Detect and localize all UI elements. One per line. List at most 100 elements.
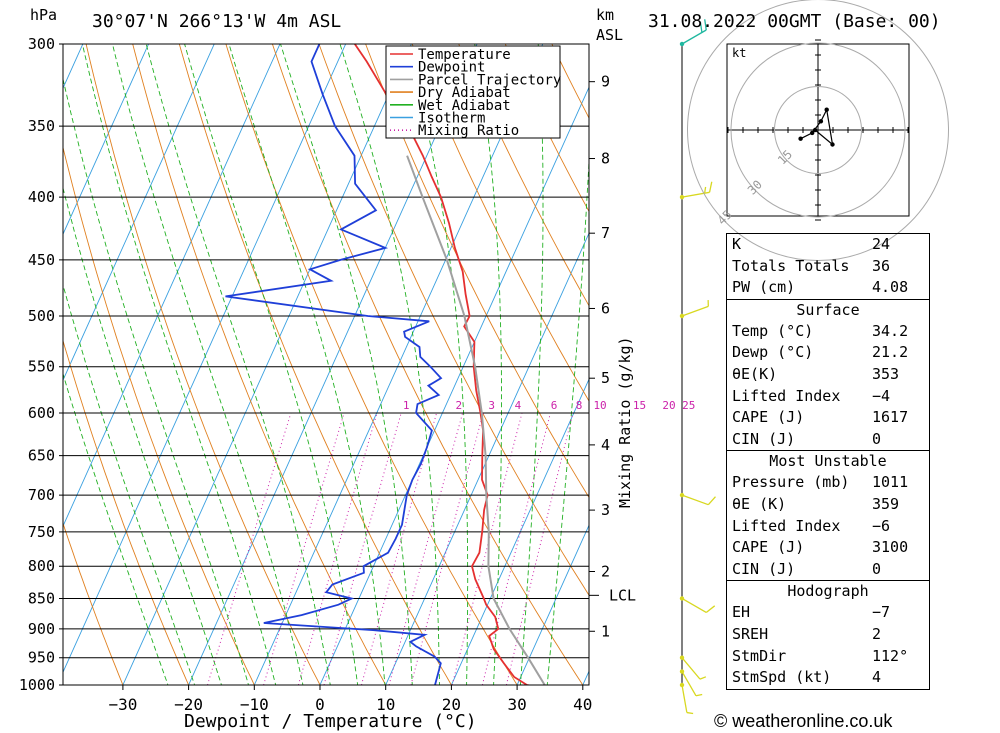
index-row: θE (K) 359	[727, 494, 929, 516]
hodograph-point	[818, 119, 824, 124]
pressure-tick-label: 1000	[19, 676, 55, 694]
index-value: 4	[872, 668, 882, 687]
index-label: CIN (J)	[732, 429, 796, 448]
wet-adiabat-line	[145, 44, 331, 685]
index-row: CIN (J) 0	[727, 559, 929, 581]
index-row: Lifted Index −4	[727, 386, 929, 408]
copyright: © weatheronline.co.uk	[714, 711, 893, 731]
parcel-trajectory-line	[406, 155, 546, 685]
wind-barb	[679, 19, 707, 47]
dry-adiabat-line	[85, 44, 321, 685]
mixing-ratio-label: 1	[403, 399, 410, 412]
index-row: θE(K) 353	[727, 364, 929, 386]
index-row: Pressure (mb) 1011	[727, 472, 929, 494]
index-label: PW (cm)	[732, 278, 796, 297]
temperature-line	[354, 44, 533, 685]
index-label: Dewp (°C)	[732, 343, 814, 362]
lcl-label: LCL	[609, 586, 636, 604]
index-label: Lifted Index	[732, 386, 841, 405]
dry-adiabat-line	[271, 44, 584, 685]
index-label: CAPE (J)	[732, 408, 805, 427]
index-label: SREH	[732, 624, 769, 643]
wet-adiabat-line	[63, 77, 249, 685]
wet-adiabat-line	[228, 44, 386, 685]
index-value: 2	[872, 624, 882, 643]
hodograph-title: Hodograph	[787, 582, 869, 601]
wet-adiabat-line	[519, 44, 544, 685]
dry-adiabat-line	[63, 339, 190, 685]
index-row: StmDir 112°	[727, 646, 929, 668]
x-tick-label: 20	[442, 695, 461, 714]
wind-barb	[679, 300, 709, 319]
wet-adiabat-line	[474, 44, 502, 685]
index-row: K 24	[727, 234, 929, 256]
legend-label: Parcel Trajectory	[418, 72, 561, 88]
wind-barb	[679, 492, 716, 506]
pressure-tick-label: 450	[28, 251, 55, 269]
index-label: θE(K)	[732, 364, 778, 383]
index-label: Lifted Index	[732, 516, 841, 535]
x-tick-label: 0	[315, 695, 325, 714]
index-row: CAPE (J) 3100	[727, 537, 929, 559]
index-row: CAPE (J) 1617	[727, 407, 929, 429]
mixing-ratio-label: 25	[682, 399, 695, 412]
mixing-ratio-line	[263, 412, 345, 685]
km-tick-label: 5	[601, 369, 610, 387]
pressure-tick-label: 550	[28, 358, 55, 376]
mixing-ratio-label: 15	[633, 399, 646, 412]
dry-adiabat-line	[63, 522, 124, 685]
hodograph-unit-label: kt	[732, 46, 746, 60]
wet-adiabat-line	[546, 152, 589, 685]
wet-adiabat-line	[63, 372, 169, 685]
index-row: Temp (°C) 34.2	[727, 321, 929, 343]
index-label: CIN (J)	[732, 559, 796, 578]
wind-barb	[679, 655, 707, 680]
index-value: 24	[872, 235, 891, 253]
km-tick-label: 2	[601, 562, 610, 580]
index-label: Pressure (mb)	[732, 473, 850, 492]
dry-adiabat-line	[504, 44, 589, 213]
index-value: −7	[872, 603, 891, 622]
dry-adiabat-line	[178, 44, 452, 685]
pressure-tick-label: 750	[28, 523, 55, 541]
isotherm-line	[385, 232, 589, 685]
hodograph-point	[824, 107, 829, 112]
datetime-title: 31.08.2022 00GMT (Base: 00)	[648, 11, 941, 32]
mixing-ratio-line	[388, 412, 464, 685]
index-label: Totals Totals	[732, 256, 850, 275]
x-tick-label: 10	[376, 695, 395, 714]
isotherm-line	[63, 44, 215, 382]
legend-label: Temperature	[418, 47, 511, 63]
mixing-ratio-line	[297, 412, 378, 685]
km-label: km	[596, 6, 614, 24]
index-value: 353	[872, 364, 900, 383]
location-title: 30°07'N 266°13'W 4m ASL	[92, 11, 341, 32]
general-indices: K 24 Totals Totals 36 PW (cm) 4.08	[727, 234, 929, 299]
index-row: SREH 2	[727, 624, 929, 646]
index-value: 359	[872, 494, 900, 513]
km-tick-label: 7	[601, 224, 610, 242]
dry-adiabat-line	[132, 44, 387, 685]
hodograph-indices: Hodograph EH −7 SREH 2 StmDir 112° StmSpd (kt)…	[727, 580, 929, 688]
index-value: −6	[872, 516, 891, 535]
wet-adiabat-line	[63, 186, 222, 685]
km-tick-label: 3	[601, 501, 610, 519]
dry-adiabat-line	[946, 7, 1000, 711]
index-value: 0	[872, 559, 882, 578]
x-axis-label: Dewpoint / Temperature (°C)	[184, 711, 477, 732]
pressure-tick-label: 300	[28, 35, 55, 53]
km-tick-label: 4	[601, 436, 610, 454]
dry-adiabat-line	[458, 44, 589, 307]
pressure-tick-label: 500	[28, 307, 55, 325]
legend-label: Isotherm	[418, 111, 485, 127]
x-tick-label: −30	[108, 695, 137, 714]
hpa-label: hPa	[30, 6, 57, 24]
most-unstable-title: Most Unstable	[769, 452, 887, 471]
mixing-ratio-line	[323, 412, 402, 685]
index-row: StmSpd (kt) 4	[727, 667, 929, 689]
index-label: StmDir	[732, 646, 787, 665]
index-value: −4	[872, 386, 891, 405]
dry-adiabat-line	[411, 44, 589, 402]
index-value: 34.2	[872, 321, 909, 340]
pressure-tick-label: 400	[28, 188, 55, 206]
